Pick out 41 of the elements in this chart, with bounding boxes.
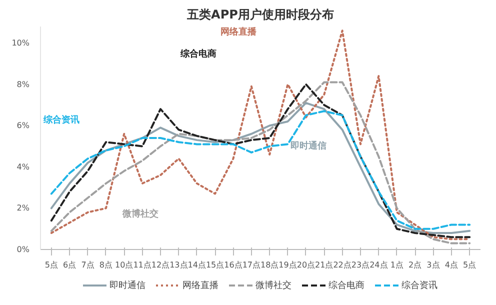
x-tick-label: 5点 [463, 260, 476, 270]
annotation: 微博社交 [122, 208, 158, 220]
y-tick-label: 0% [16, 245, 30, 254]
x-tick-label: 15点 [206, 260, 224, 270]
x-tick-label: 17点 [242, 260, 261, 270]
x-tick-label: 11点 [133, 260, 152, 270]
y-tick-label: 6% [16, 121, 30, 130]
y-tick-label: 4% [16, 162, 30, 172]
y-tick-label: 2% [16, 204, 30, 213]
x-tick-label: 10点 [115, 260, 134, 270]
y-tick-label: 10% [12, 38, 30, 48]
legend-label: 网络直播 [182, 280, 218, 292]
annotation: 综合资讯 [42, 114, 80, 126]
x-tick-label: 14点 [188, 260, 206, 270]
x-tick-label: 6点 [63, 260, 76, 270]
legend-label: 微博社交 [256, 280, 292, 292]
x-tick-label: 24点 [370, 260, 388, 270]
x-tick-label: 12点 [151, 260, 170, 270]
chart-title: 五类APP用户使用时段分布 [186, 8, 334, 22]
x-tick-label: 5点 [44, 260, 58, 270]
legend-label: 综合资讯 [402, 280, 438, 292]
annotation: 即时通信 [290, 140, 326, 152]
x-tick-label: 20点 [296, 260, 316, 270]
x-tick-label: 18点 [260, 260, 279, 270]
x-tick-label: 3点 [426, 260, 440, 270]
x-tick-label: 19点 [278, 260, 297, 270]
x-tick-label: 8点 [99, 260, 113, 270]
annotation: 综合电商 [180, 48, 216, 60]
x-tick-label: 1点 [390, 260, 404, 270]
x-tick-label: 4点 [444, 260, 458, 270]
x-tick-label: 7点 [81, 260, 94, 270]
x-tick-label: 23点 [351, 260, 370, 270]
x-tick-label: 22点 [333, 260, 352, 270]
x-tick-label: 13点 [170, 260, 188, 270]
x-tick-label: 16点 [224, 260, 242, 270]
legend-label: 综合电商 [328, 280, 364, 292]
y-tick-label: 8% [16, 80, 30, 89]
x-tick-label: 21点 [315, 260, 334, 270]
annotation: 网络直播 [220, 26, 258, 38]
x-tick-label: 2点 [408, 260, 422, 270]
legend-label: 即时通信 [110, 280, 146, 292]
